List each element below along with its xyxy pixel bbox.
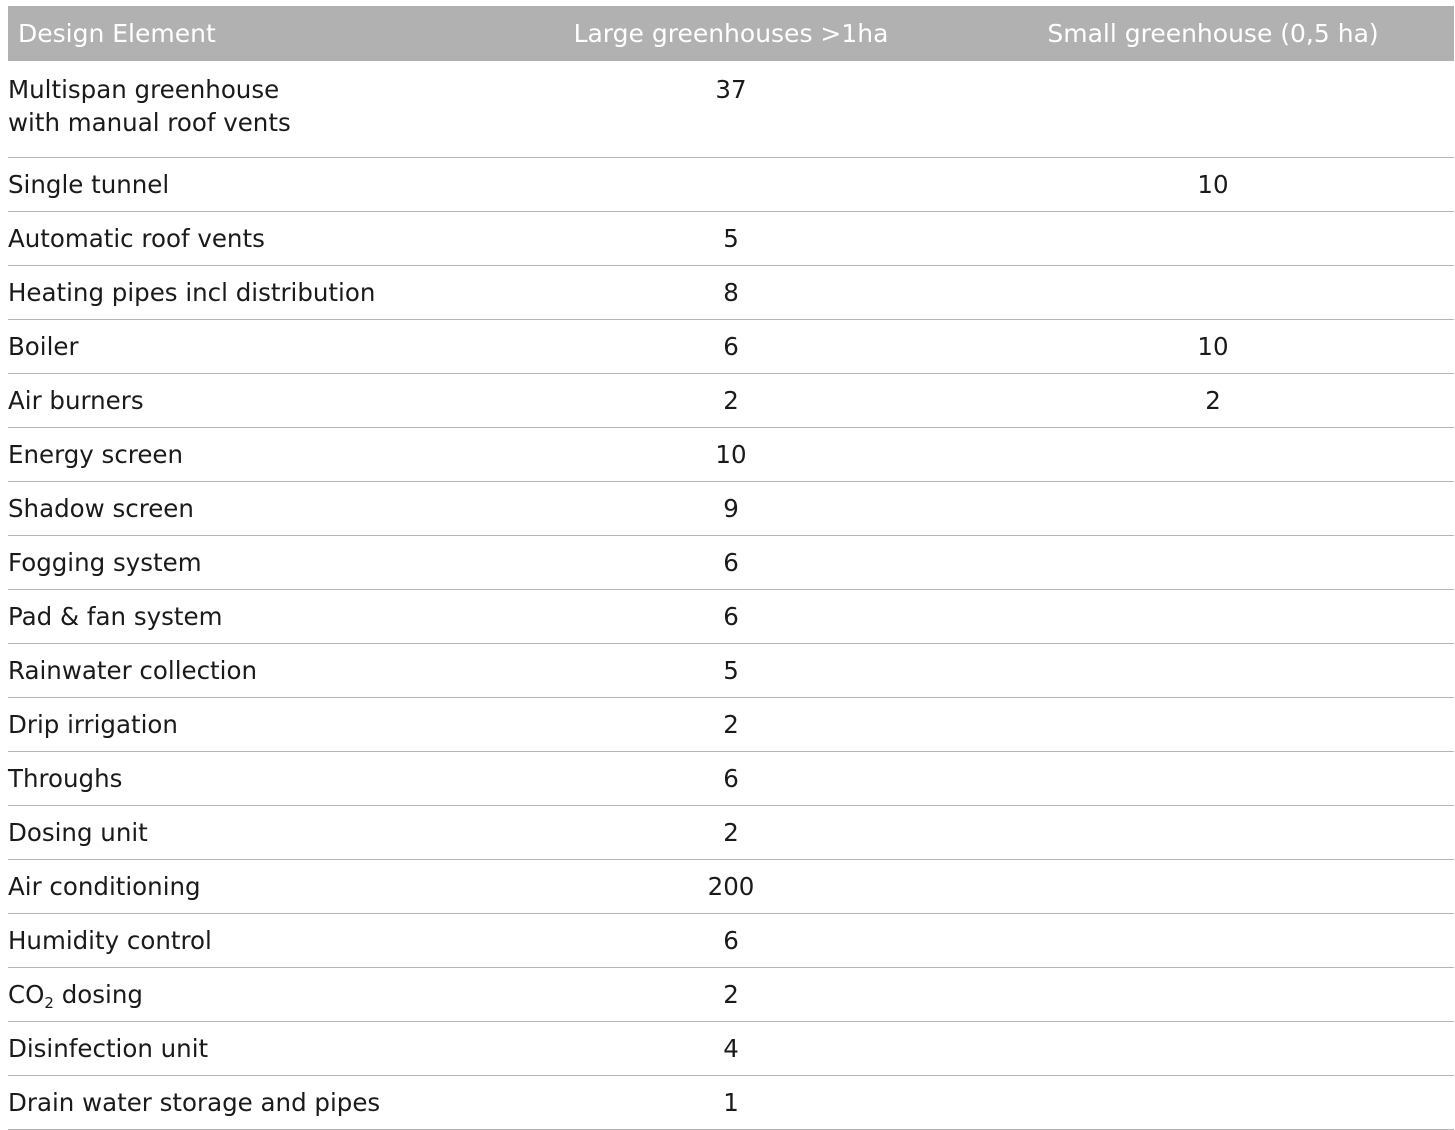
row-element-cell: Energy screen xyxy=(8,427,490,482)
co2-subscript: 2 xyxy=(44,994,54,1012)
row-small-cell: 10 xyxy=(972,319,1454,374)
row-element-cell: Pad & fan system xyxy=(8,589,490,644)
row-small-cell xyxy=(972,967,1454,1022)
table-row: Shadow screen 9 xyxy=(8,481,1454,536)
table-row: Air conditioning 200 xyxy=(8,859,1454,914)
row-element-cell: Disinfection unit xyxy=(8,1021,490,1076)
header-large-greenhouses: Large greenhouses >1ha xyxy=(490,6,972,61)
table-row: Fogging system 6 xyxy=(8,535,1454,590)
row-element-cell: CO2 dosing xyxy=(8,967,490,1022)
header-row: Design Element Large greenhouses >1ha Sm… xyxy=(8,6,1454,61)
row-large-cell: 6 xyxy=(490,319,972,374)
row-small-cell xyxy=(972,211,1454,266)
row-element-cell: Air conditioning xyxy=(8,859,490,914)
row-small-cell xyxy=(972,265,1454,320)
table-header: Design Element Large greenhouses >1ha Sm… xyxy=(8,6,1454,61)
row-element-cell: Automatic roof vents xyxy=(8,211,490,266)
row-large-cell: 2 xyxy=(490,967,972,1022)
table-row: Heating pipes incl distribution 8 xyxy=(8,265,1454,320)
table-row: Throughs 6 xyxy=(8,751,1454,806)
row-large-cell xyxy=(490,157,972,212)
row-element-line1: Multispan greenhouse xyxy=(8,75,280,104)
row-large-cell: 8 xyxy=(490,265,972,320)
row-large-cell: 1 xyxy=(490,1075,972,1130)
row-large-cell: 10 xyxy=(490,427,972,482)
table-row: Boiler 6 10 xyxy=(8,319,1454,374)
row-element-cell: Rainwater collection xyxy=(8,643,490,698)
row-element-cell: Single tunnel xyxy=(8,157,490,212)
row-small-cell xyxy=(972,589,1454,644)
table-row: Single tunnel 10 xyxy=(8,157,1454,212)
row-small-cell: 2 xyxy=(972,373,1454,428)
row-large-cell: 200 xyxy=(490,859,972,914)
row-large-cell: 9 xyxy=(490,481,972,536)
row-element-cell: Fogging system xyxy=(8,535,490,590)
row-element-cell: Shadow screen xyxy=(8,481,490,536)
table-row: Energy screen 10 xyxy=(8,427,1454,482)
row-small-cell: 10 xyxy=(972,157,1454,212)
table-row: Pad & fan system 6 xyxy=(8,589,1454,644)
header-small-greenhouse: Small greenhouse (0,5 ha) xyxy=(972,6,1454,61)
table-row: Humidity control 6 xyxy=(8,913,1454,968)
table-row: Dosing unit 2 xyxy=(8,805,1454,860)
table-body: Multispan greenhouse with manual roof ve… xyxy=(8,61,1454,1130)
table-row: Air burners 2 2 xyxy=(8,373,1454,428)
design-element-table: Design Element Large greenhouses >1ha Sm… xyxy=(8,6,1454,1130)
row-small-cell xyxy=(972,859,1454,914)
table-row: Automatic roof vents 5 xyxy=(8,211,1454,266)
row-small-cell xyxy=(972,61,1454,158)
row-small-cell xyxy=(972,481,1454,536)
row-large-cell: 5 xyxy=(490,211,972,266)
row-element-cell: Drip irrigation xyxy=(8,697,490,752)
design-element-table-container: Design Element Large greenhouses >1ha Sm… xyxy=(8,6,1454,1130)
row-element-cell: Dosing unit xyxy=(8,805,490,860)
row-element-line2: with manual roof vents xyxy=(8,108,291,137)
row-element-cell: Throughs xyxy=(8,751,490,806)
row-large-cell: 6 xyxy=(490,751,972,806)
row-small-cell xyxy=(972,1021,1454,1076)
table-row: Disinfection unit 4 xyxy=(8,1021,1454,1076)
row-large-cell: 6 xyxy=(490,913,972,968)
row-small-cell xyxy=(972,697,1454,752)
row-large-cell: 6 xyxy=(490,589,972,644)
row-large-cell: 37 xyxy=(490,61,972,158)
row-element-cell: Heating pipes incl distribution xyxy=(8,265,490,320)
row-small-cell xyxy=(972,751,1454,806)
row-small-cell xyxy=(972,913,1454,968)
row-large-cell: 4 xyxy=(490,1021,972,1076)
row-large-cell: 5 xyxy=(490,643,972,698)
row-large-cell: 2 xyxy=(490,697,972,752)
table-row: Drain water storage and pipes 1 xyxy=(8,1075,1454,1130)
row-element-cell: Air burners xyxy=(8,373,490,428)
row-small-cell xyxy=(972,1075,1454,1130)
table-row: Drip irrigation 2 xyxy=(8,697,1454,752)
row-large-cell: 2 xyxy=(490,805,972,860)
row-small-cell xyxy=(972,535,1454,590)
row-element-cell: Humidity control xyxy=(8,913,490,968)
header-design-element: Design Element xyxy=(8,6,490,61)
row-element-cell: Boiler xyxy=(8,319,490,374)
row-large-cell: 6 xyxy=(490,535,972,590)
co2-main-text: CO xyxy=(8,980,45,1009)
co2-rest-text: dosing xyxy=(53,980,143,1009)
row-element-cell: Drain water storage and pipes xyxy=(8,1075,490,1130)
row-small-cell xyxy=(972,427,1454,482)
row-small-cell xyxy=(972,805,1454,860)
row-large-cell: 2 xyxy=(490,373,972,428)
row-small-cell xyxy=(972,643,1454,698)
table-row: CO2 dosing 2 xyxy=(8,967,1454,1022)
table-row: Multispan greenhouse with manual roof ve… xyxy=(8,61,1454,158)
table-row: Rainwater collection 5 xyxy=(8,643,1454,698)
row-element-cell: Multispan greenhouse with manual roof ve… xyxy=(8,61,490,158)
